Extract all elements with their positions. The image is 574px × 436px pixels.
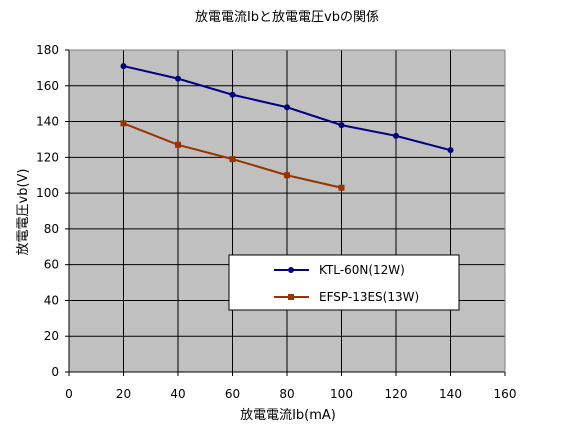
y-axis-title: 放電電圧vb(V) bbox=[16, 169, 31, 256]
y-tick-label: 140 bbox=[36, 115, 59, 129]
y-tick-label: 100 bbox=[36, 186, 59, 200]
data-point bbox=[120, 63, 127, 70]
y-tick-label: 40 bbox=[44, 293, 59, 307]
legend-marker bbox=[288, 294, 294, 300]
y-tick-labels: 0 20 40 60 80 100 120 140 160 180 bbox=[36, 43, 59, 379]
x-tick-label: 160 bbox=[494, 387, 517, 401]
x-tick-label: 60 bbox=[225, 387, 240, 401]
chart-title: 放電電流Ibと放電電圧vbの関係 bbox=[195, 10, 379, 25]
x-tick-label: 0 bbox=[65, 387, 73, 401]
y-tick-label: 180 bbox=[36, 43, 59, 57]
legend-item: EFSP-13ES(13W) bbox=[274, 290, 419, 304]
data-point bbox=[284, 104, 290, 111]
data-point bbox=[447, 147, 454, 154]
data-point bbox=[175, 141, 181, 148]
data-point bbox=[338, 184, 345, 191]
legend-item: KTL-60N(12W) bbox=[274, 263, 405, 277]
legend-marker bbox=[288, 267, 294, 273]
series-1 bbox=[120, 63, 454, 154]
x-tick-label: 120 bbox=[385, 387, 408, 401]
x-axis-title: 放電電流Ib(mA) bbox=[240, 408, 336, 423]
data-point bbox=[338, 122, 345, 129]
y-tick-label: 60 bbox=[44, 258, 59, 272]
data-point bbox=[120, 120, 127, 127]
legend-label: EFSP-13ES(13W) bbox=[319, 290, 419, 304]
x-tick-label: 140 bbox=[439, 387, 462, 401]
x-tick-label: 20 bbox=[116, 387, 131, 401]
y-tick-label: 0 bbox=[51, 365, 59, 379]
y-tick-label: 80 bbox=[44, 222, 59, 236]
y-tick-label: 120 bbox=[36, 150, 59, 164]
data-point bbox=[175, 75, 181, 82]
x-tick-label: 40 bbox=[170, 387, 185, 401]
y-tick-label: 160 bbox=[36, 79, 59, 93]
legend: KTL-60N(12W) EFSP-13ES(13W) bbox=[228, 254, 460, 311]
y-tick-label: 20 bbox=[44, 329, 59, 343]
series-group bbox=[120, 63, 454, 191]
x-tick-label: 80 bbox=[279, 387, 294, 401]
data-point bbox=[393, 132, 399, 139]
series-2 bbox=[120, 120, 345, 191]
x-tick-label: 100 bbox=[330, 387, 353, 401]
legend-box bbox=[228, 254, 460, 311]
axes bbox=[65, 49, 506, 376]
data-point bbox=[284, 172, 290, 179]
legend-label: KTL-60N(12W) bbox=[319, 263, 405, 277]
data-point bbox=[229, 156, 236, 163]
x-tick-labels: 0 20 40 60 80 100 120 140 160 bbox=[65, 387, 516, 401]
data-point bbox=[229, 91, 236, 98]
